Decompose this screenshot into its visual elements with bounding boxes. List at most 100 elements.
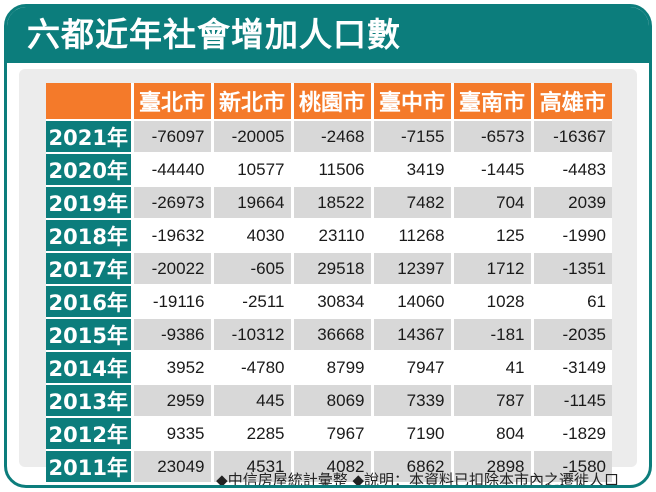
table-cell: 29518 xyxy=(290,251,372,285)
table-row: 2012年 9335 2285 7967 7190 804 -1829 xyxy=(46,416,612,450)
table-cell: 1028 xyxy=(450,284,532,318)
table-cell: 4531 xyxy=(210,449,292,482)
row-year-label: 2016年 xyxy=(46,284,132,318)
table-cell: 4082 xyxy=(290,449,372,482)
column-header: 臺南市 xyxy=(450,83,532,120)
table-cell: 14367 xyxy=(370,317,452,351)
table-cell: -9386 xyxy=(130,317,212,351)
table-cell: 8069 xyxy=(290,383,372,417)
table-cell: 36668 xyxy=(290,317,372,351)
table-cell: 7482 xyxy=(370,185,452,219)
table-cell: 7339 xyxy=(370,383,452,417)
table-row: 2020年 -44440 10577 11506 3419 -1445 -4483 xyxy=(46,152,612,186)
table-cell: -20005 xyxy=(210,119,292,153)
table-cell: -4780 xyxy=(210,350,292,384)
table-cell: -1580 xyxy=(530,449,612,482)
row-year-label: 2020年 xyxy=(46,152,132,186)
table-cell: -605 xyxy=(210,251,292,285)
table-cell: 2285 xyxy=(210,416,292,450)
column-header: 桃園市 xyxy=(290,83,372,120)
table-cell: 2039 xyxy=(530,185,612,219)
column-header: 臺中市 xyxy=(370,83,452,120)
row-year-label: 2018年 xyxy=(46,218,132,252)
table-cell: -3149 xyxy=(530,350,612,384)
row-year-label: 2017年 xyxy=(46,251,132,285)
table-cell: 8799 xyxy=(290,350,372,384)
row-year-label: 2014年 xyxy=(46,350,132,384)
table-cell: 19664 xyxy=(210,185,292,219)
row-year-label: 2019年 xyxy=(46,185,132,219)
table-cell: 787 xyxy=(450,383,532,417)
table-cell: -7155 xyxy=(370,119,452,153)
table-cell: 12397 xyxy=(370,251,452,285)
row-year-label: 2011年 xyxy=(46,449,132,482)
table-cell: 2959 xyxy=(130,383,212,417)
table-cell: 9335 xyxy=(130,416,212,450)
row-year-label: 2012年 xyxy=(46,416,132,450)
table-cell: -1351 xyxy=(530,251,612,285)
column-header: 高雄市 xyxy=(530,83,612,120)
title-bar: 六都近年社會增加人口數 xyxy=(7,7,649,63)
table-cell: -19632 xyxy=(130,218,212,252)
table-cell: 23049 xyxy=(130,449,212,482)
table-row: 2017年 -20022 -605 29518 12397 1712 -1351 xyxy=(46,251,612,285)
table-cell: -19116 xyxy=(130,284,212,318)
table-cell: -2468 xyxy=(290,119,372,153)
table-cell: -1829 xyxy=(530,416,612,450)
table-cell: 445 xyxy=(210,383,292,417)
table-body: 2021年 -76097 -20005 -2468 -7155 -6573 -16367 20… xyxy=(46,119,612,482)
table-cell: 804 xyxy=(450,416,532,450)
table-cell: -1445 xyxy=(450,152,532,186)
table-cell: -10312 xyxy=(210,317,292,351)
table-cell: -4483 xyxy=(530,152,612,186)
table-cell: 30834 xyxy=(290,284,372,318)
table-cell: 23110 xyxy=(290,218,372,252)
table-row: 2021年 -76097 -20005 -2468 -7155 -6573 -16367 xyxy=(46,119,612,153)
table-cell: 3419 xyxy=(370,152,452,186)
table-cell: 7967 xyxy=(290,416,372,450)
header-row: 臺北市 新北市 桃園市 臺中市 臺南市 高雄市 xyxy=(46,83,612,120)
table-row: 2016年 -19116 -2511 30834 14060 1028 61 xyxy=(46,284,612,318)
table-cell: 125 xyxy=(450,218,532,252)
row-year-label: 2013年 xyxy=(46,383,132,417)
table-row: 2014年 3952 -4780 8799 7947 41 -3149 xyxy=(46,350,612,384)
table-cell: 7947 xyxy=(370,350,452,384)
header-corner xyxy=(46,83,132,120)
table-cell: 11506 xyxy=(290,152,372,186)
infographic-frame: 六都近年社會增加人口數 臺北市 新北市 桃園市 臺中市 臺南市 高雄市 2021… xyxy=(4,4,652,488)
row-year-label: 2021年 xyxy=(46,119,132,153)
table-cell: 3952 xyxy=(130,350,212,384)
table-cell: 6862 xyxy=(370,449,452,482)
table-cell: -1990 xyxy=(530,218,612,252)
column-header: 新北市 xyxy=(210,83,292,120)
table-row: 2019年 -26973 19664 18522 7482 704 2039 xyxy=(46,185,612,219)
table-cell: 11268 xyxy=(370,218,452,252)
column-header: 臺北市 xyxy=(130,83,212,120)
table-cell: 10577 xyxy=(210,152,292,186)
table-row: 2015年 -9386 -10312 36668 14367 -181 -2035 xyxy=(46,317,612,351)
table-cell: 2898 xyxy=(450,449,532,482)
table-cell: -76097 xyxy=(130,119,212,153)
table-row: 2018年 -19632 4030 23110 11268 125 -1990 xyxy=(46,218,612,252)
table-cell: 41 xyxy=(450,350,532,384)
table-cell: -181 xyxy=(450,317,532,351)
table-cell: -20022 xyxy=(130,251,212,285)
table-cell: -6573 xyxy=(450,119,532,153)
table-cell: -44440 xyxy=(130,152,212,186)
table-cell: 704 xyxy=(450,185,532,219)
table-cell: 14060 xyxy=(370,284,452,318)
table-cell: -1145 xyxy=(530,383,612,417)
table-cell: -26973 xyxy=(130,185,212,219)
table-cell: 7190 xyxy=(370,416,452,450)
chart-title: 六都近年社會增加人口數 xyxy=(27,15,401,54)
source-note: ◆中信房屋統計彙整 ◆說明：本資料已扣除本市內之遷徙人口 xyxy=(216,471,619,488)
table-cell: -16367 xyxy=(530,119,612,153)
table-row: 2011年 23049 4531 4082 6862 2898 -1580 xyxy=(46,449,612,482)
table-cell: -2035 xyxy=(530,317,612,351)
row-year-label: 2015年 xyxy=(46,317,132,351)
population-table: 臺北市 新北市 桃園市 臺中市 臺南市 高雄市 2021年 -76097 -2000… xyxy=(46,83,612,482)
table-cell: -2511 xyxy=(210,284,292,318)
table-cell: 4030 xyxy=(210,218,292,252)
table-cell: 18522 xyxy=(290,185,372,219)
table-row: 2013年 2959 445 8069 7339 787 -1145 xyxy=(46,383,612,417)
